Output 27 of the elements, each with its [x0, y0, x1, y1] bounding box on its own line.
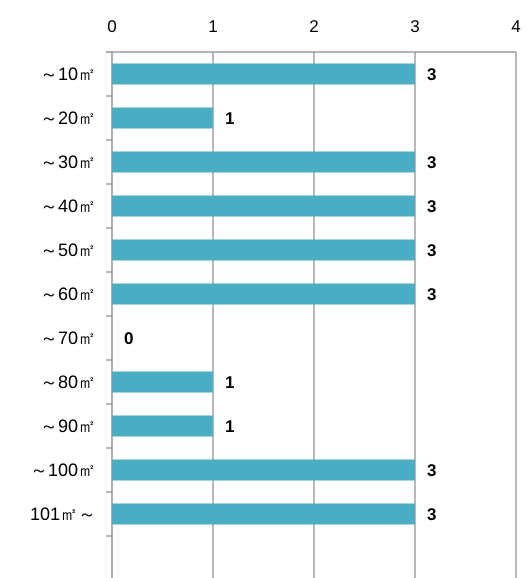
data-label: 3: [427, 153, 436, 172]
data-label: 3: [427, 65, 436, 84]
x-tick-label: 0: [107, 17, 117, 36]
data-label: 3: [427, 285, 436, 304]
y-tick-label: ～50㎡: [40, 240, 96, 260]
data-label: 3: [427, 461, 436, 480]
y-tick-label: ～20㎡: [40, 108, 96, 128]
y-tick-label: ～40㎡: [40, 196, 96, 216]
data-label: 3: [427, 241, 436, 260]
y-tick-label: 101㎡～: [30, 504, 96, 524]
y-tick-label: ～70㎡: [40, 328, 96, 348]
y-tick-label: ～80㎡: [40, 372, 96, 392]
x-tick-label: 2: [309, 17, 319, 36]
data-label: 1: [225, 417, 234, 436]
data-label: 1: [225, 373, 234, 392]
x-tick-label: 4: [511, 17, 521, 36]
data-label: 1: [225, 109, 234, 128]
data-label: 3: [427, 197, 436, 216]
y-tick-label: ～60㎡: [40, 284, 96, 304]
y-tick-label: ～90㎡: [40, 416, 96, 436]
y-tick-label: ～30㎡: [40, 152, 96, 172]
data-label: 0: [124, 329, 134, 348]
data-label: 3: [427, 505, 436, 524]
y-tick-label: ～100㎡: [30, 460, 96, 480]
y-tick-label: ～10㎡: [40, 64, 96, 84]
x-tick-label: 3: [410, 17, 420, 36]
x-tick-label: 1: [208, 17, 218, 36]
